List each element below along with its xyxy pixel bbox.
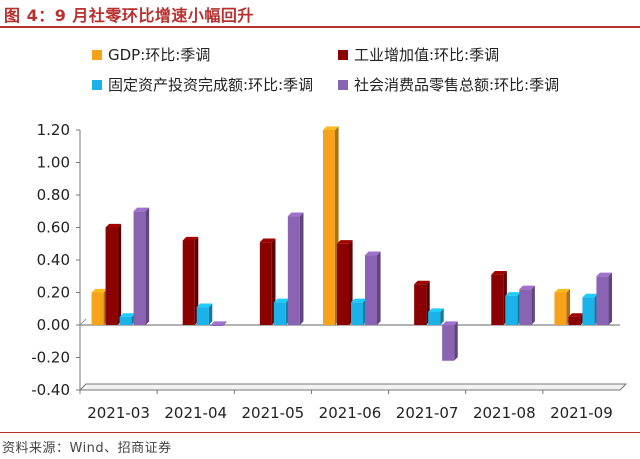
- y-tick-label: 0.80: [37, 186, 70, 204]
- chart-floor: [78, 383, 628, 391]
- y-tick-label: -0.40: [31, 381, 70, 399]
- bar-side: [299, 212, 304, 325]
- bar-3-2021-06: [351, 302, 363, 325]
- bar-top: [365, 251, 381, 256]
- legend-label-industrial: 工业增加值:环比:季调: [354, 46, 500, 64]
- bar-top: [119, 313, 136, 317]
- legend-label-gdp: GDP:环比:季调: [108, 46, 211, 64]
- bar-side: [208, 303, 213, 325]
- bar-top: [428, 308, 444, 312]
- x-tick-label: 2021-08: [473, 404, 536, 422]
- bar-top: [519, 285, 535, 290]
- x-tick-label: 2021-06: [319, 404, 382, 422]
- legend-item-industrial: 工业增加值:环比:季调: [338, 44, 499, 65]
- x-tick-label: 2021-05: [242, 404, 305, 422]
- bar-4-2021-03: [133, 211, 146, 325]
- bar-4-2021-05: [287, 216, 300, 325]
- x-tick-label: 2021-04: [164, 404, 227, 422]
- bar-2-2021-03: [105, 227, 118, 325]
- bar-3-2021-09: [582, 297, 595, 325]
- bar-top: [582, 293, 599, 298]
- y-tick-label: 1.00: [37, 154, 70, 172]
- bar-side: [117, 223, 122, 325]
- legend-swatch-industrial: [338, 49, 348, 60]
- legend-item-fai: 固定资产投资完成额:环比:季调: [92, 74, 313, 95]
- bar-top: [105, 223, 122, 228]
- source-note: 资料来源：Wind、招商证券: [2, 441, 172, 456]
- y-tick-label: -0.20: [31, 349, 70, 367]
- bar-top: [259, 238, 276, 243]
- bar-3-2021-04: [196, 307, 209, 325]
- y-tick-label: 0.60: [37, 219, 70, 237]
- bar-top: [287, 212, 304, 217]
- bar-1-2021-09: [554, 292, 567, 325]
- bar-top: [337, 240, 353, 244]
- legend-swatch-retail: [338, 79, 348, 90]
- bar-3-2021-08: [505, 295, 518, 325]
- bar-top: [210, 321, 227, 325]
- bar-2-2021-07: [414, 284, 427, 325]
- legend-swatch-fai: [92, 79, 102, 90]
- bar-2-2021-08: [491, 274, 504, 325]
- bar-side: [194, 236, 199, 325]
- legend-item-retail: 社会消费品零售总额:环比:季调: [338, 74, 559, 95]
- bar-side: [531, 285, 535, 325]
- bar-top: [596, 272, 613, 277]
- y-tick-label: 0.00: [37, 316, 70, 334]
- bar-top: [273, 298, 290, 303]
- bar-top: [414, 280, 430, 285]
- bar-top: [554, 288, 571, 293]
- x-tick-label: 2021-09: [550, 404, 613, 422]
- bar-side: [566, 288, 571, 325]
- bar-side: [222, 321, 227, 326]
- bar-top: [196, 303, 213, 308]
- bar-top: [133, 207, 150, 212]
- bar-3-2021-03: [119, 316, 132, 325]
- bar-top: [491, 271, 507, 275]
- bar-side: [377, 251, 381, 325]
- bar-4-2021-08: [519, 289, 532, 325]
- zero-baseline-depth: [79, 318, 87, 326]
- legend-item-gdp: GDP:环比:季调: [92, 44, 210, 65]
- bar-top: [182, 236, 199, 241]
- bar-top: [442, 321, 458, 325]
- bar-3-2021-07: [428, 312, 441, 325]
- bar-2-2021-04: [182, 240, 195, 325]
- bar-top: [91, 288, 108, 293]
- bar-side: [454, 321, 458, 361]
- bar-side: [145, 207, 150, 325]
- y-tick-label: 1.20: [37, 121, 70, 139]
- bar-top: [505, 292, 521, 296]
- bar-4-2021-04: [210, 325, 223, 326]
- bar-1-2021-06: [323, 130, 335, 325]
- bar-3-2021-05: [273, 302, 286, 325]
- source-divider: [0, 432, 640, 433]
- bar-side: [608, 272, 613, 325]
- y-tick-label: 0.20: [37, 284, 70, 302]
- title-divider: [0, 26, 640, 28]
- bar-chart: 1.20 1.00 0.80 0.60 0.40 0.20 0.00 -0.20 -0.40 20…: [31, 121, 628, 422]
- legend-label-fai: 固定资产投资完成额:环比:季调: [108, 76, 314, 94]
- legend-label-retail: 社会消费品零售总额:环比:季调: [354, 76, 560, 94]
- bar-top: [323, 126, 339, 130]
- bar-2-2021-05: [259, 242, 272, 325]
- bar-4-2021-06: [365, 255, 377, 325]
- bar-2-2021-06: [337, 243, 349, 325]
- figure-title: 图 4：9 月社零环比增速小幅回升: [4, 6, 254, 25]
- bar-top: [568, 313, 585, 317]
- bar-top: [351, 298, 367, 303]
- bar-4-2021-09: [596, 276, 609, 325]
- y-tick-label: 0.40: [37, 251, 70, 269]
- bar-2-2021-09: [568, 316, 581, 325]
- bar-4-2021-07: [442, 325, 455, 361]
- x-tick-label: 2021-03: [87, 404, 150, 422]
- legend-swatch-gdp: [92, 49, 102, 60]
- bar-1-2021-03: [91, 292, 104, 325]
- bar-side: [440, 308, 444, 325]
- x-tick-label: 2021-07: [396, 404, 459, 422]
